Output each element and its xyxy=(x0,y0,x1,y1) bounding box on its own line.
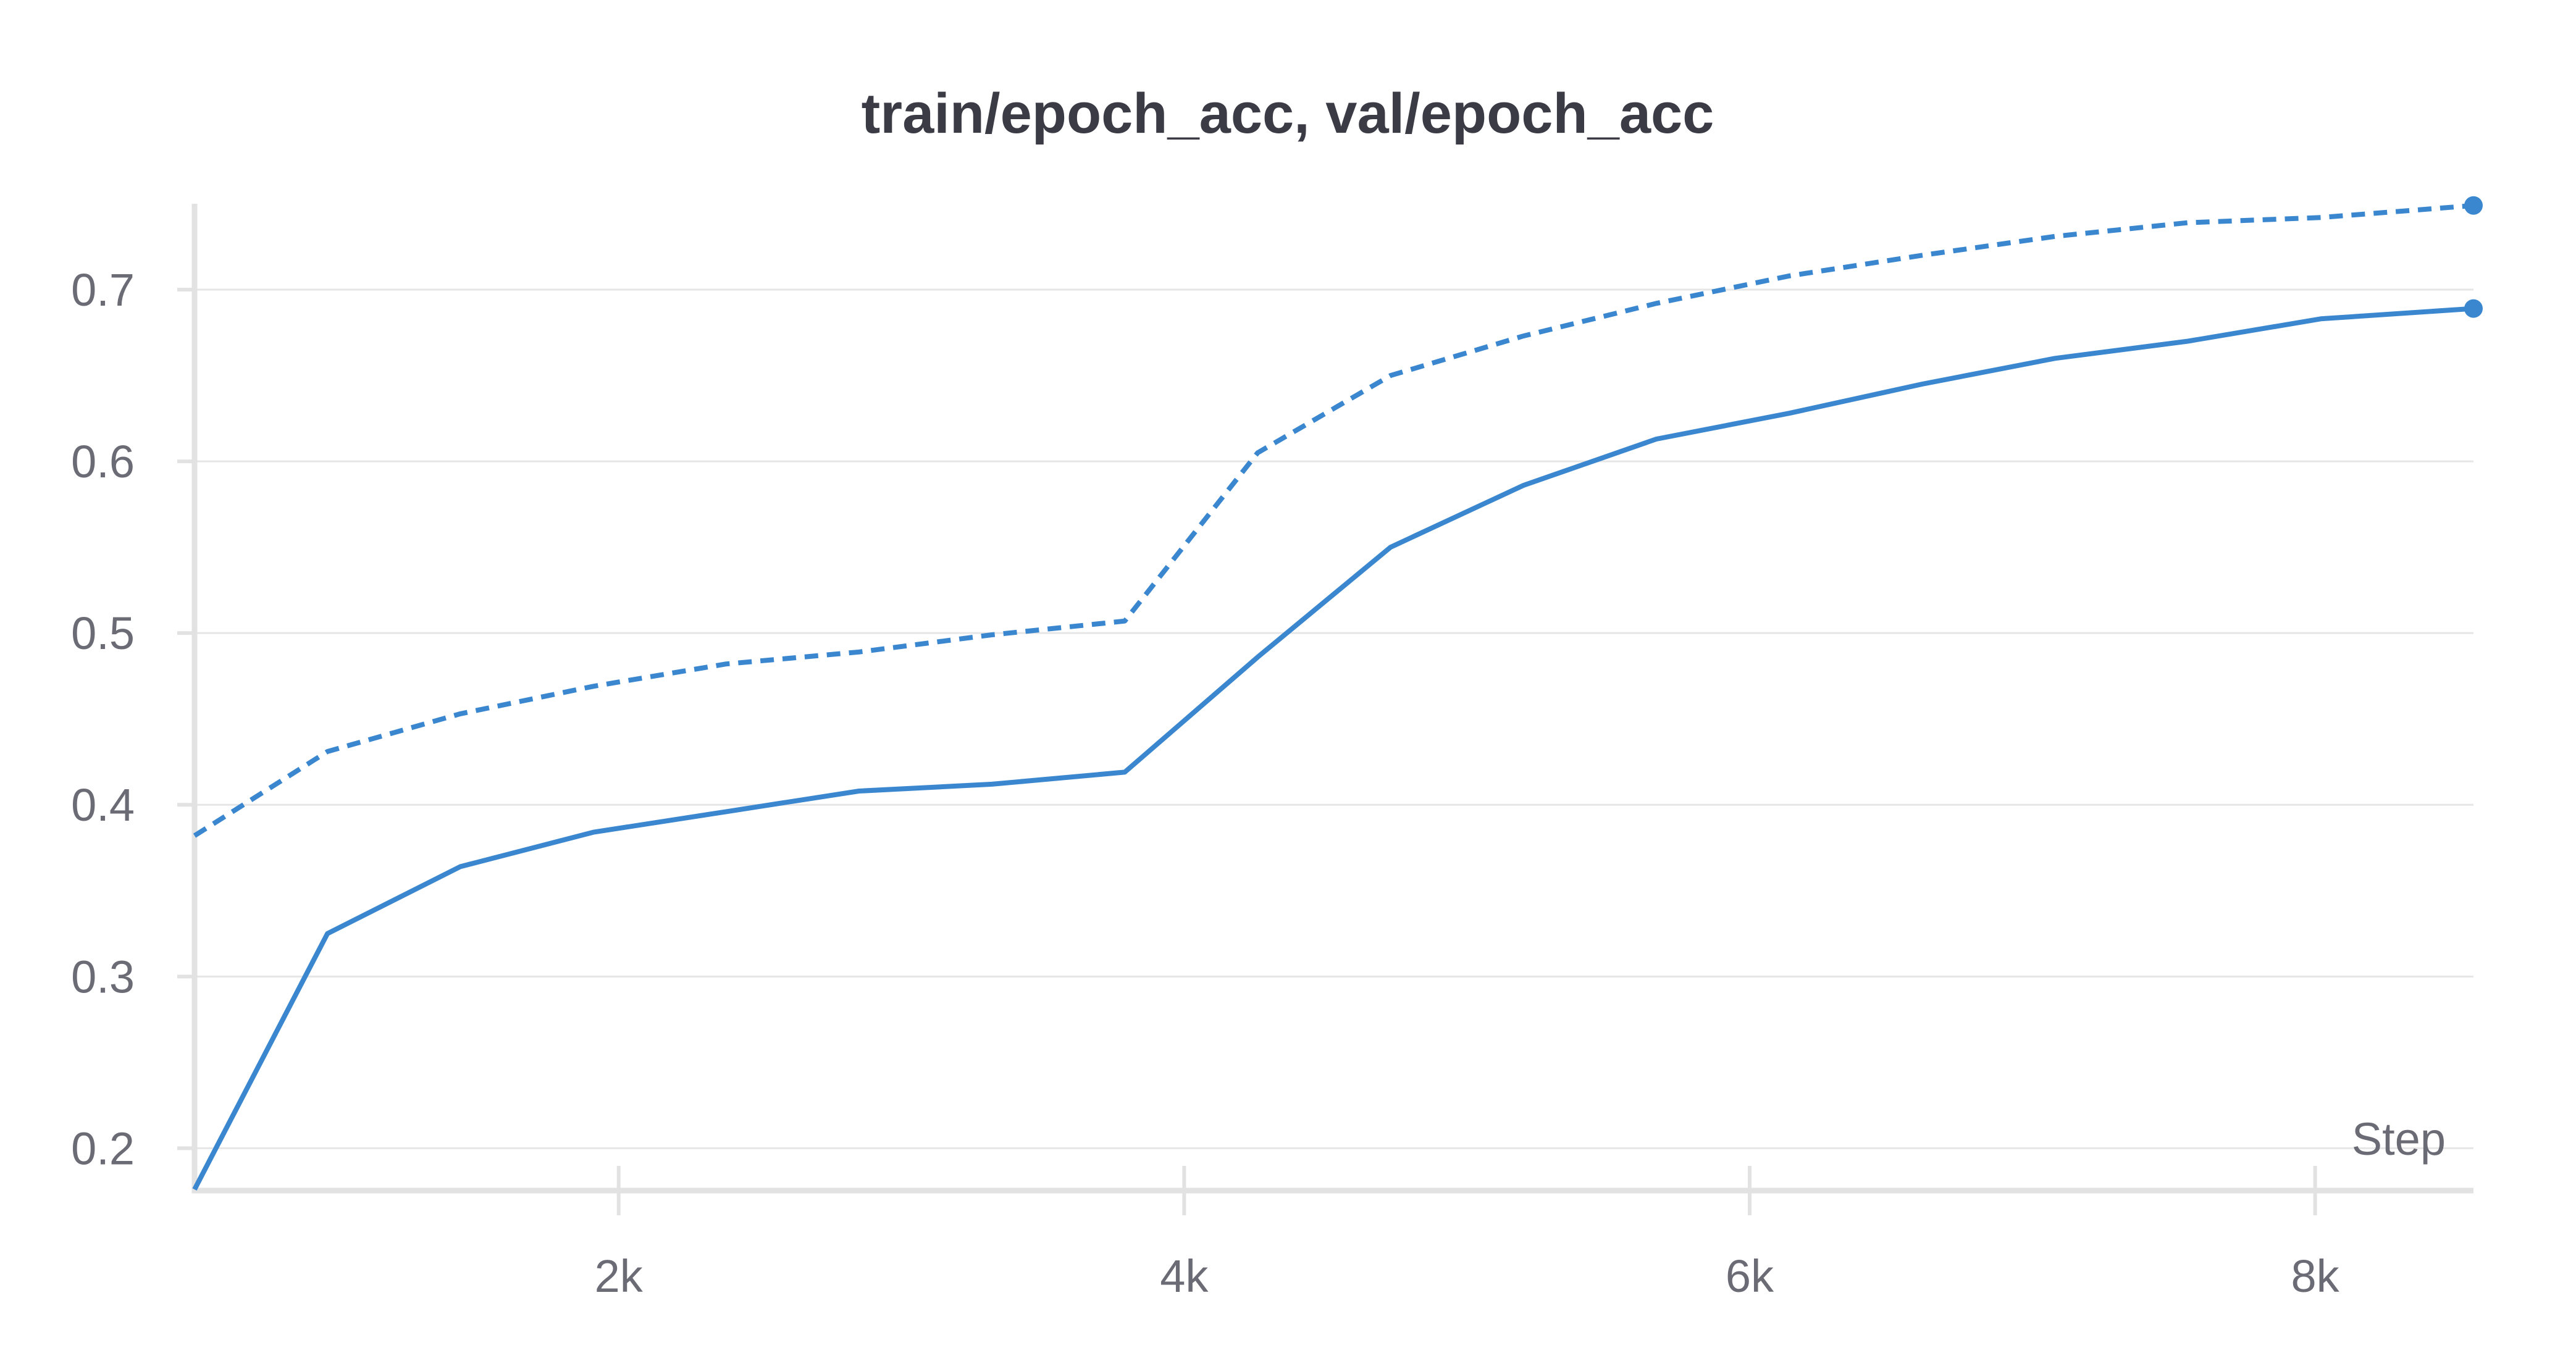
solid-series-line xyxy=(192,306,2474,1191)
dashed-series-line xyxy=(193,203,2474,838)
y-tick-label: 0.6 xyxy=(71,436,135,487)
x-tick-label: 6k xyxy=(1726,1250,1774,1302)
gridlines xyxy=(195,288,2473,1149)
x-tick-label: 8k xyxy=(2291,1250,2340,1302)
y-tick-label: 0.4 xyxy=(71,779,135,831)
x-tick-label: 2k xyxy=(595,1250,644,1302)
chart-title: train/epoch_acc, val/epoch_acc xyxy=(862,82,1714,145)
x-tick-label: 4k xyxy=(1160,1250,1209,1302)
y-tick-label: 0.3 xyxy=(71,951,135,1002)
series-end-point xyxy=(2464,299,2483,318)
y-tick-label: 0.7 xyxy=(71,264,135,316)
y-tick-label: 0.2 xyxy=(71,1123,135,1174)
y-tick-label: 0.5 xyxy=(71,608,135,659)
series-end-point xyxy=(2464,196,2483,215)
tick-labels: 0.2 0.3 0.4 0.5 0.6 0.7 2k 4k 6k 8k xyxy=(71,264,2340,1302)
series-lines xyxy=(192,196,2483,1191)
axes xyxy=(177,204,2473,1215)
x-axis-label: Step xyxy=(2352,1113,2446,1165)
